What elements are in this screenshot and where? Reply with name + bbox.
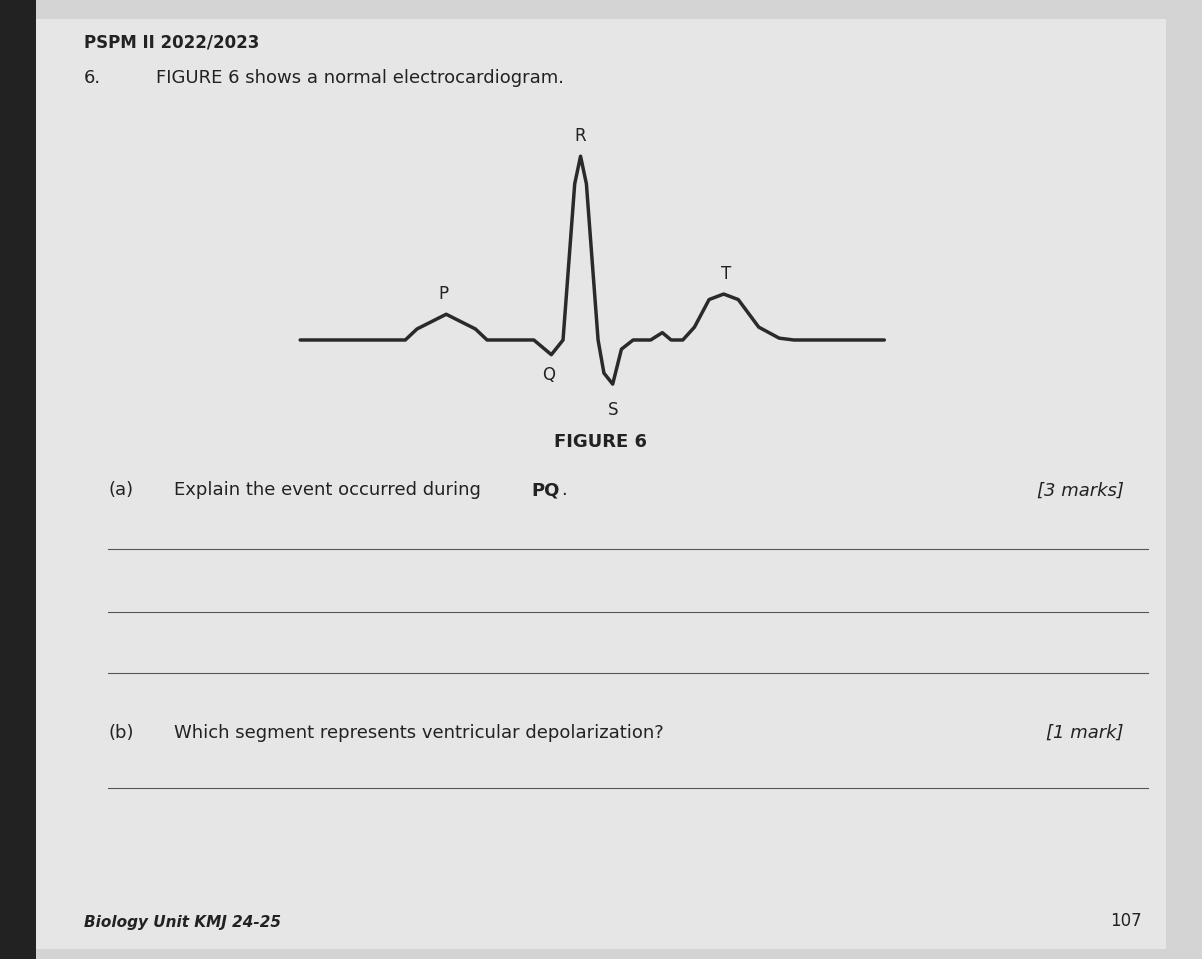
Text: FIGURE 6: FIGURE 6 bbox=[554, 433, 648, 452]
Text: S: S bbox=[607, 401, 618, 419]
Text: [1 mark]: [1 mark] bbox=[1047, 724, 1124, 742]
FancyBboxPatch shape bbox=[36, 19, 1166, 949]
Text: T: T bbox=[721, 265, 732, 283]
Text: PQ: PQ bbox=[531, 481, 560, 500]
Text: (a): (a) bbox=[108, 481, 133, 500]
Text: R: R bbox=[575, 128, 587, 145]
Text: .: . bbox=[561, 481, 567, 500]
Text: 107: 107 bbox=[1111, 912, 1142, 930]
Text: PSPM II 2022/2023: PSPM II 2022/2023 bbox=[84, 34, 260, 52]
Text: [3 marks]: [3 marks] bbox=[1037, 481, 1124, 500]
Text: 6.: 6. bbox=[84, 69, 101, 87]
Text: Q: Q bbox=[542, 365, 555, 384]
Text: Explain the event occurred during: Explain the event occurred during bbox=[174, 481, 487, 500]
Text: FIGURE 6 shows a normal electrocardiogram.: FIGURE 6 shows a normal electrocardiogra… bbox=[156, 69, 564, 87]
Text: Which segment represents ventricular depolarization?: Which segment represents ventricular dep… bbox=[174, 724, 664, 742]
Text: Biology Unit KMJ 24-25: Biology Unit KMJ 24-25 bbox=[84, 915, 281, 930]
Text: P: P bbox=[439, 285, 448, 303]
Text: (b): (b) bbox=[108, 724, 133, 742]
Bar bbox=[0, 0, 36, 959]
